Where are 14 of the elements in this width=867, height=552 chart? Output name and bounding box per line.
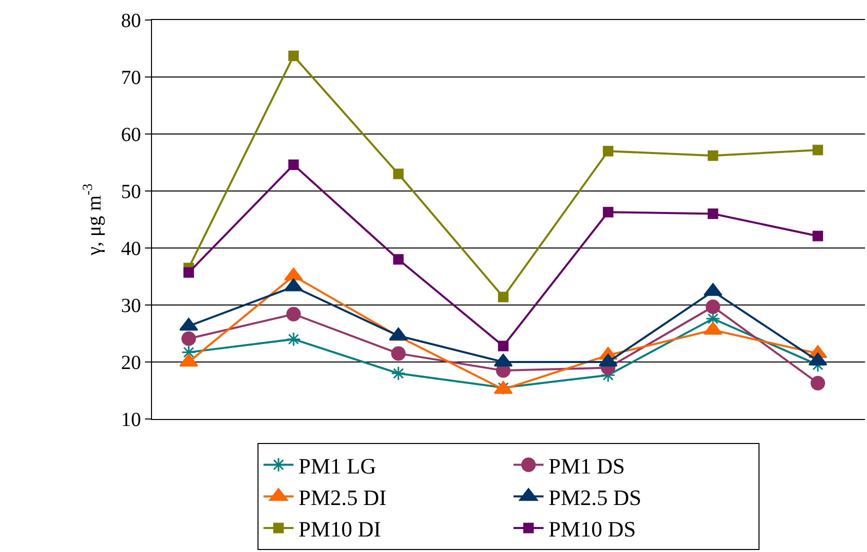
y-tick-label: 50 (121, 181, 141, 203)
y-tick-label: 10 (121, 409, 141, 431)
legend-label: PM10 DS (548, 516, 636, 542)
y-tick-label: 70 (121, 67, 141, 89)
legend-label: PM1 LG (298, 453, 376, 478)
y-tick-label: 30 (121, 295, 141, 317)
y-tick-label: 40 (121, 238, 141, 260)
y-tick-label: 20 (121, 352, 141, 374)
legend-label: PM2.5 DS (548, 484, 642, 510)
legend-label: PM10 DI (298, 516, 382, 542)
legend-label: PM1 DS (548, 453, 625, 478)
y-tick-label: 60 (121, 124, 141, 146)
legend-label: PM2.5 DI (298, 484, 387, 510)
y-tick-label: 80 (121, 10, 141, 32)
